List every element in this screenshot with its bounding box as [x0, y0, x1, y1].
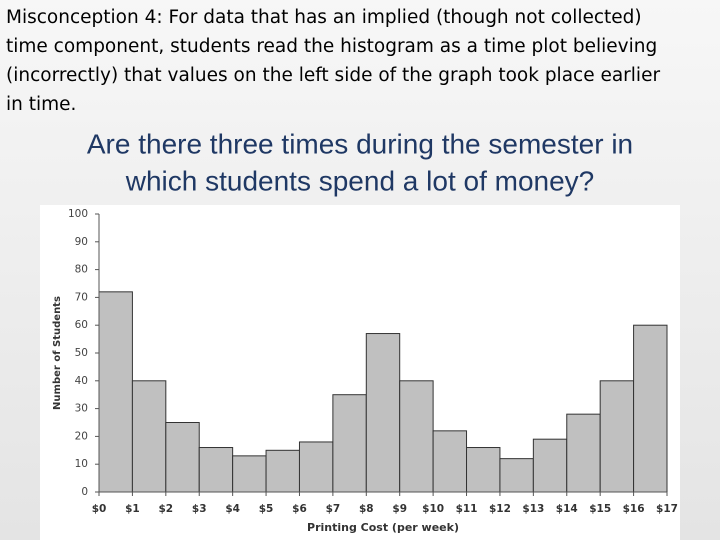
bar — [499, 458, 534, 493]
heading-line: time component, students read the histog… — [6, 36, 657, 57]
x-tick-label: $6 — [292, 503, 307, 515]
bar — [198, 447, 234, 493]
bar — [466, 447, 501, 493]
x-tick-label: $8 — [359, 503, 374, 515]
y-tick-label: 40 — [75, 375, 88, 387]
x-tick-label: $11 — [456, 503, 478, 515]
x-tick-label: $2 — [159, 503, 174, 515]
x-tick-label: $9 — [392, 503, 407, 515]
bar — [432, 430, 468, 493]
y-tick-label: 30 — [75, 403, 88, 415]
y-tick-label: 60 — [75, 319, 88, 331]
x-tick-label: $0 — [92, 503, 107, 515]
y-axis-label: Number of Students — [52, 296, 63, 410]
y-tick-label: 10 — [75, 458, 88, 470]
bar — [566, 413, 601, 493]
y-tick-label: 50 — [75, 347, 88, 359]
x-tick-label: $3 — [192, 503, 207, 515]
bar — [633, 324, 668, 493]
x-tick-label: $13 — [522, 503, 544, 515]
bar — [98, 291, 133, 493]
heading-line: (incorrectly) that values on the left si… — [6, 65, 660, 86]
x-tick-label: $5 — [259, 503, 274, 515]
x-tick-label: $10 — [422, 503, 444, 515]
y-tick-label: 90 — [75, 236, 88, 248]
x-tick-label: $4 — [225, 503, 240, 515]
y-tick-label: 80 — [75, 264, 88, 276]
bar — [165, 422, 200, 493]
bar — [399, 380, 434, 493]
y-tick-label: 20 — [75, 430, 88, 442]
bar — [599, 380, 635, 493]
x-tick-label: $14 — [556, 503, 578, 515]
x-tick-label: $7 — [326, 503, 341, 515]
x-tick-label: $16 — [623, 503, 645, 515]
bar — [265, 449, 300, 493]
bar — [298, 441, 334, 493]
x-tick-label: $12 — [489, 503, 511, 515]
heading-line: Misconception 4: For data that has an im… — [6, 7, 642, 28]
x-tick-label: $15 — [589, 503, 611, 515]
question-line: Are there three times during the semeste… — [87, 128, 633, 159]
y-tick-label: 70 — [75, 291, 88, 303]
y-tick-label: 0 — [81, 486, 88, 498]
bar — [365, 333, 401, 493]
bar — [232, 455, 267, 493]
question-line: which students spend a lot of money? — [125, 165, 595, 196]
heading-line: in time. — [6, 94, 76, 115]
bar — [131, 380, 167, 493]
y-tick-label: 100 — [68, 208, 88, 220]
bar — [532, 438, 568, 493]
bar — [332, 394, 367, 493]
x-tick-label: $1 — [125, 503, 140, 515]
x-axis-label: Printing Cost (per week) — [307, 521, 459, 534]
x-tick-label: $17 — [656, 503, 678, 515]
